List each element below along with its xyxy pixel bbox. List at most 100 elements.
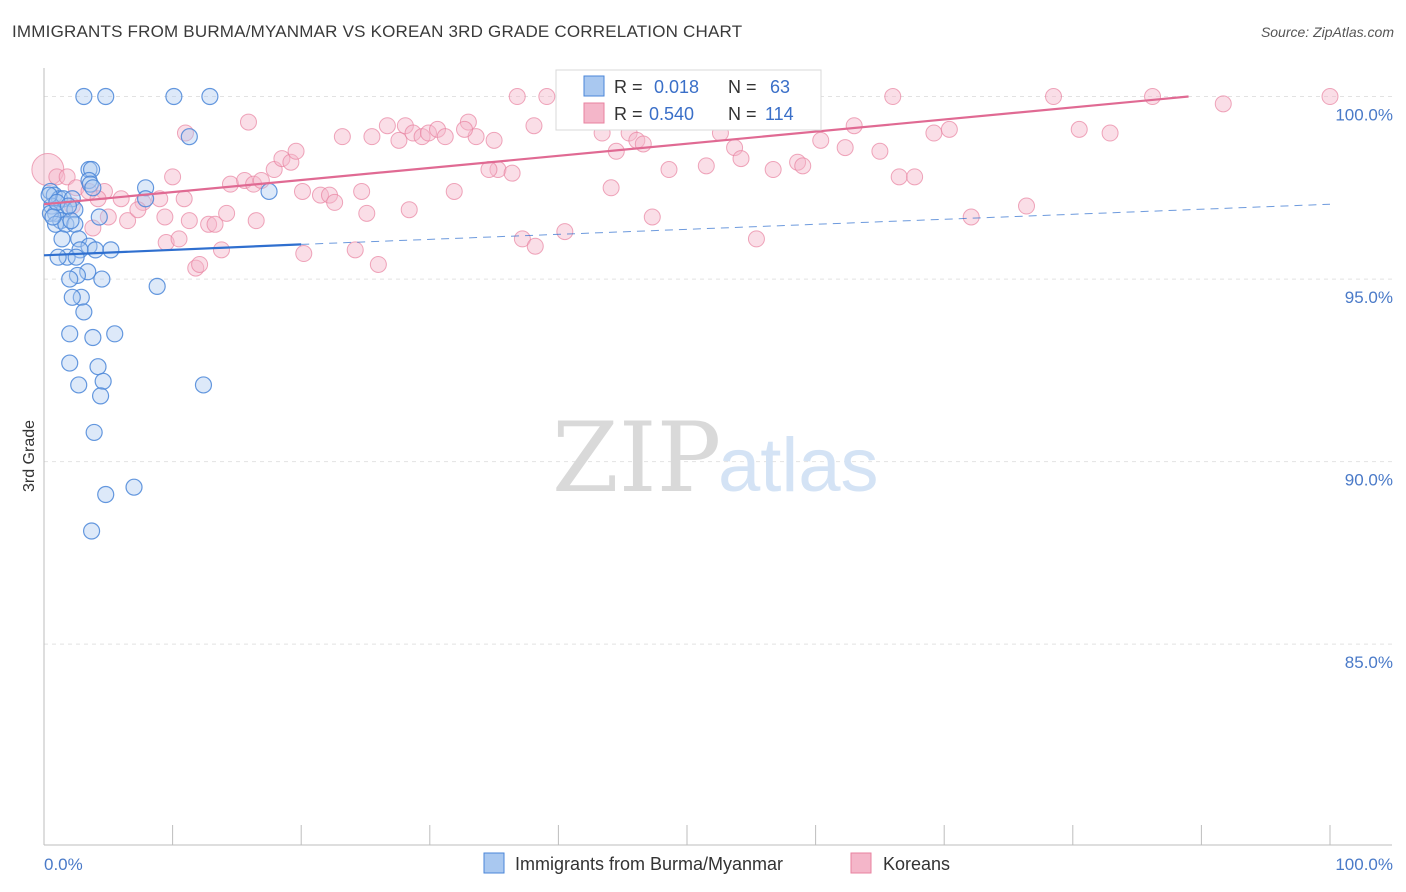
point-koreans [457, 121, 473, 137]
point-koreans [171, 231, 187, 247]
y-tick-label: 95.0% [1345, 288, 1393, 307]
point-koreans [1215, 96, 1231, 112]
point-burma [93, 388, 109, 404]
point-koreans [359, 205, 375, 221]
point-koreans [240, 114, 256, 130]
point-burma [149, 278, 165, 294]
point-koreans [364, 129, 380, 145]
point-burma [94, 271, 110, 287]
point-koreans [765, 162, 781, 178]
point-burma [50, 249, 66, 265]
point-burma [62, 355, 78, 371]
point-burma [76, 89, 92, 105]
point-koreans [437, 129, 453, 145]
point-koreans [354, 183, 370, 199]
point-koreans [698, 158, 714, 174]
point-koreans [1102, 125, 1118, 141]
point-koreans [213, 242, 229, 258]
trendline-burma-dashed [301, 204, 1330, 244]
x-tick-label: 100.0% [1335, 855, 1393, 874]
point-koreans [379, 118, 395, 134]
point-koreans [885, 89, 901, 105]
point-burma [103, 242, 119, 258]
point-koreans [157, 209, 173, 225]
point-koreans [296, 246, 312, 262]
y-tick-label: 100.0% [1335, 106, 1393, 125]
point-koreans [941, 121, 957, 137]
point-koreans [872, 143, 888, 159]
point-koreans [509, 89, 525, 105]
point-koreans [926, 125, 942, 141]
point-koreans [527, 238, 543, 254]
point-burma [98, 486, 114, 502]
point-koreans [1019, 198, 1035, 214]
point-koreans [1071, 121, 1087, 137]
point-burma [202, 89, 218, 105]
point-koreans [446, 183, 462, 199]
legend-swatch-koreans [851, 853, 871, 873]
point-koreans [176, 191, 192, 207]
point-koreans [846, 118, 862, 134]
point-burma [91, 209, 107, 225]
point-koreans [391, 132, 407, 148]
point-koreans [294, 183, 310, 199]
point-koreans [401, 202, 417, 218]
point-burma [62, 271, 78, 287]
point-burma [71, 377, 87, 393]
point-koreans [635, 136, 651, 152]
point-koreans [486, 132, 502, 148]
point-koreans [557, 224, 573, 240]
point-koreans [733, 151, 749, 167]
y-tick-labels: 100.0%95.0%90.0%85.0% [1335, 106, 1393, 673]
point-koreans [165, 169, 181, 185]
point-koreans [222, 176, 238, 192]
watermark: ZIP atlas [552, 402, 879, 514]
point-burma [98, 89, 114, 105]
point-burma [90, 359, 106, 375]
point-burma [261, 183, 277, 199]
point-koreans [347, 242, 363, 258]
point-koreans [113, 191, 129, 207]
point-koreans [370, 256, 386, 272]
point-burma [64, 289, 80, 305]
point-koreans [837, 140, 853, 156]
point-burma [166, 89, 182, 105]
stats-r-label-burma: R = [614, 77, 643, 97]
point-burma [54, 231, 70, 247]
x-tick-label: 0.0% [44, 855, 83, 874]
point-koreans [219, 205, 235, 221]
point-koreans [1145, 89, 1161, 105]
point-burma [181, 129, 197, 145]
stats-r-label-koreans: R = [614, 104, 643, 124]
watermark-zip: ZIP [552, 402, 721, 514]
point-koreans [504, 165, 520, 181]
point-burma [45, 209, 61, 225]
legend-label-koreans: Koreans [883, 854, 950, 874]
stats-r-value-burma: 0.018 [654, 77, 699, 97]
y-axis-label: 3rd Grade [21, 420, 38, 492]
point-burma [95, 373, 111, 389]
stats-r-value-koreans: 0.540 [649, 104, 694, 124]
point-burma [126, 479, 142, 495]
stats-swatch-koreans [584, 103, 604, 123]
point-burma [68, 249, 84, 265]
stats-n-label-burma: N = [728, 77, 757, 97]
point-koreans [192, 256, 208, 272]
point-burma [195, 377, 211, 393]
point-burma [84, 523, 100, 539]
stats-n-label-koreans: N = [728, 104, 757, 124]
legend-swatch-burma [484, 853, 504, 873]
stats-swatch-burma [584, 76, 604, 96]
stats-box: R = 0.018 N = 63 R = 0.540 N = 114 [556, 70, 821, 130]
y-tick-label: 85.0% [1345, 653, 1393, 672]
point-koreans [644, 209, 660, 225]
point-burma [85, 329, 101, 345]
point-koreans [661, 162, 677, 178]
point-koreans [907, 169, 923, 185]
point-koreans [813, 132, 829, 148]
point-burma [63, 213, 79, 229]
point-burma [85, 180, 101, 196]
point-burma [87, 242, 103, 258]
point-koreans [748, 231, 764, 247]
x-ticks [44, 825, 1330, 845]
